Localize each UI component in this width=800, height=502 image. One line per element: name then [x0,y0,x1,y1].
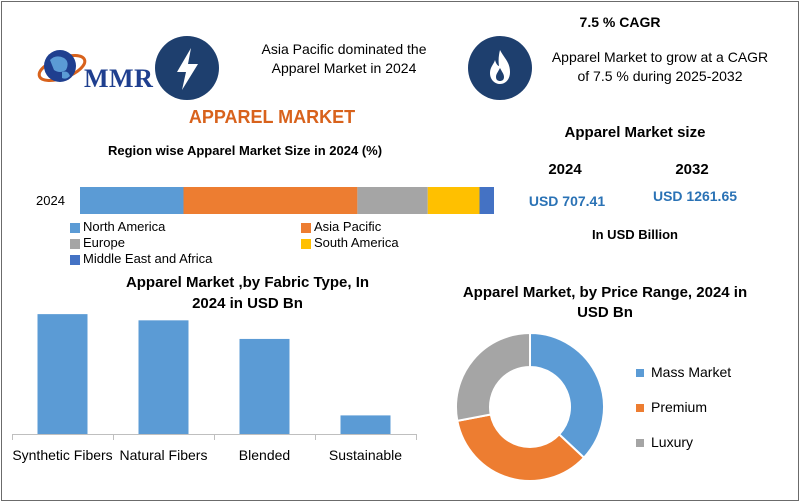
market-size-title: Apparel Market size [564,124,706,141]
region-bar-segment-south-america [427,187,480,214]
legend-swatch [70,222,80,233]
fabric-category-label: Sustainable [329,447,402,463]
fabric-bar-chart: Synthetic Fibers Natural Fibers Blended Sus… [12,314,417,463]
fabric-bar-synthetic-fibers [37,314,88,434]
legend-label: Europe [83,235,125,250]
flame-icon [490,50,510,84]
legend-item-north-america: North America [70,219,165,235]
donut-slice-premium [456,413,586,482]
region-bar-segment-middle-east-and-africa [479,187,494,214]
flame-icon-circle [468,36,532,100]
donut-slice-luxury [455,331,531,423]
fabric-bar-sustainable [340,415,391,434]
region-chart-title: Region wise Apparel Market Size in 2024 … [108,143,383,158]
legend-item-asia-pacific: Asia Pacific [301,219,381,235]
market-size-year-2024: 2024 [548,161,582,178]
legend-item-europe: Europe [70,235,125,251]
region-legend: North America Asia Pacific Europe South … [70,219,450,269]
legend-swatch [70,238,80,249]
legend-label: Asia Pacific [314,219,382,234]
legend-item-south-america: South America [301,235,399,251]
legend-swatch [636,439,644,448]
legend-label: South America [314,235,399,250]
logo-text: MMR [84,64,154,93]
donut-slice-mass-market [529,331,605,460]
legend-swatch [301,238,311,249]
legend-label: Middle East and Africa [83,251,213,266]
legend-swatch [636,404,644,413]
region-bar-segment-europe [357,187,428,214]
legend-item-mea: Middle East and Africa [70,251,212,267]
fabric-chart-title: Apparel Market ,by Fabric Type, In 2024 … [125,274,370,312]
header-left-text: Asia Pacific dominated the Apparel Marke… [261,41,427,76]
legend-label: North America [83,219,166,234]
legend-label: Luxury [651,434,694,450]
region-bar-segment-north-america [80,187,184,214]
fabric-category-label: Synthetic Fibers [12,447,112,463]
region-bar-segment-asia-pacific [183,187,358,214]
cagr-text: Apparel Market to grow at a CAGR of 7.5 … [551,49,769,84]
market-size-value-2032: USD 1261.65 [652,188,738,204]
price-legend: Mass Market Premium Luxury [636,364,776,464]
market-size-value-2024: USD 707.41 [528,193,606,209]
lightning-bolt-icon [177,48,198,90]
logo: MMR [36,40,156,96]
price-legend-item: Luxury [636,434,693,450]
fabric-bar-blended [239,338,290,434]
fabric-bar-natural-fibers [138,320,189,434]
price-donut-chart [455,331,605,482]
price-legend-item: Premium [636,399,707,415]
region-bar-category-label: 2024 [36,193,65,208]
main-title: APPAREL MARKET [188,107,356,127]
cagr-title: 7.5 % CAGR [579,14,661,30]
legend-swatch [636,369,644,378]
legend-swatch [301,222,311,233]
market-size-unit: In USD Billion [592,227,678,242]
region-stacked-bar-chart [80,187,494,214]
price-chart-title: Apparel Market, by Price Range, 2024 in … [462,284,748,321]
legend-label: Premium [651,399,708,415]
fabric-category-label: Natural Fibers [120,447,208,463]
market-size-year-2032: 2032 [675,161,709,178]
fabric-category-label: Blended [239,447,290,463]
legend-label: Mass Market [651,364,732,380]
bolt-icon-circle [155,36,219,100]
price-legend-item: Mass Market [636,364,731,380]
legend-swatch [70,254,80,265]
globe-icon [37,50,87,82]
